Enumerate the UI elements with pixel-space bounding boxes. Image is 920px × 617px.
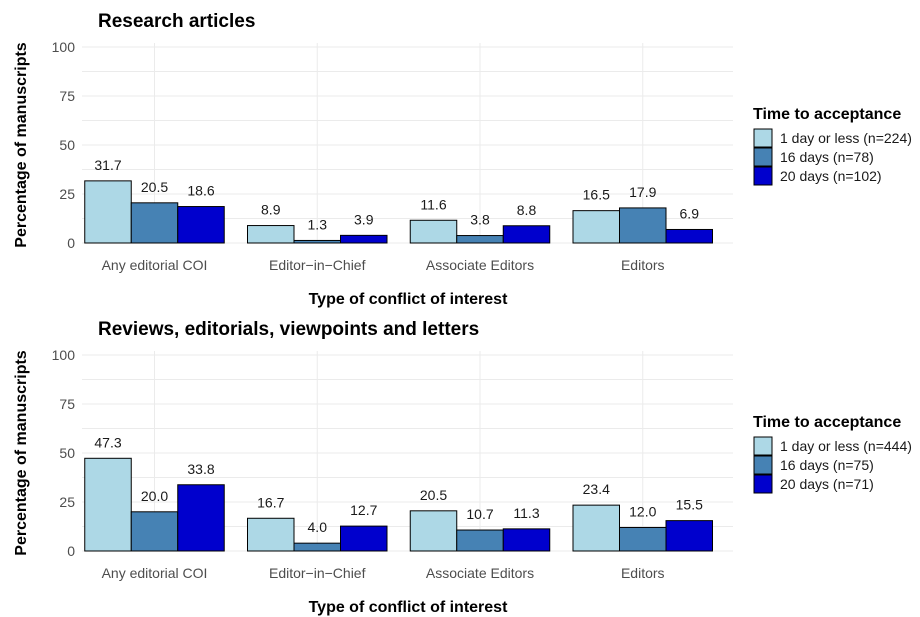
y-tick-label: 50 — [59, 445, 75, 461]
bar — [456, 529, 504, 552]
bar — [293, 542, 341, 552]
x-axis-title: Type of conflict of interest — [309, 291, 509, 308]
y-tick-label: 100 — [52, 347, 76, 363]
data-label: 23.4 — [583, 481, 610, 497]
y-tick-label: 50 — [59, 137, 75, 153]
panel-2: Reviews, editorials, viewpoints and lett… — [13, 319, 912, 616]
data-label: 11.6 — [420, 196, 446, 212]
data-label: 4.0 — [308, 519, 328, 535]
y-tick-label: 100 — [52, 39, 76, 55]
legend: Time to acceptance 1 day or less (n=224) 1… — [753, 106, 912, 186]
legend-entry: 20 days (n=71) — [780, 476, 874, 492]
bar — [340, 234, 388, 244]
data-label: 1.3 — [308, 216, 328, 232]
legend-title: Time to acceptance — [753, 414, 901, 431]
bar — [247, 517, 295, 552]
x-axis-title: Type of conflict of interest — [309, 599, 509, 616]
data-label: 20.0 — [141, 488, 168, 504]
bar — [247, 225, 295, 244]
data-label: 10.7 — [466, 506, 493, 522]
legend-entry: 1 day or less (n=224) — [780, 130, 912, 146]
legend-entry: 20 days (n=102) — [780, 168, 882, 184]
data-label: 8.8 — [517, 202, 537, 218]
y-axis-title: Percentage of manuscripts — [13, 42, 30, 248]
bar — [665, 228, 713, 244]
bar — [130, 202, 179, 244]
data-label: 12.0 — [629, 503, 656, 519]
bar — [456, 235, 504, 244]
y-axis-title: Percentage of manuscripts — [13, 350, 30, 556]
x-tick-label: Editor−in−Chief — [269, 565, 366, 581]
bar — [572, 504, 620, 552]
y-tick-label: 75 — [59, 396, 75, 412]
y-tick-label: 0 — [67, 543, 75, 559]
x-tick-label: Any editorial COI — [102, 565, 208, 581]
data-label: 11.3 — [513, 505, 539, 521]
bar — [130, 511, 179, 552]
legend-key — [753, 147, 773, 167]
chart-title: Research articles — [98, 11, 255, 32]
data-label: 15.5 — [676, 497, 703, 513]
y-tick-label: 25 — [59, 494, 75, 510]
bar — [177, 484, 225, 552]
data-label: 17.9 — [629, 184, 656, 200]
legend-key — [753, 455, 773, 475]
legend-key — [753, 128, 773, 148]
data-label: 33.8 — [187, 461, 214, 477]
legend-entry: 16 days (n=75) — [780, 457, 874, 473]
x-tick-label: Editors — [621, 257, 665, 273]
legend-entry: 1 day or less (n=444) — [780, 438, 912, 454]
data-label: 18.6 — [187, 183, 214, 199]
data-label: 20.5 — [141, 179, 168, 195]
bar — [177, 206, 225, 244]
data-label: 8.9 — [261, 202, 281, 218]
legend-title: Time to acceptance — [753, 106, 901, 123]
chart-title: Reviews, editorials, viewpoints and lett… — [98, 319, 479, 340]
x-tick-label: Any editorial COI — [102, 257, 208, 273]
x-tick-label: Associate Editors — [426, 257, 534, 273]
bar — [409, 510, 458, 552]
data-label: 16.7 — [257, 494, 284, 510]
data-label: 16.5 — [583, 187, 610, 203]
data-label: 6.9 — [680, 205, 700, 221]
data-label: 47.3 — [94, 434, 121, 450]
bar — [502, 528, 551, 552]
y-tick-label: 0 — [67, 235, 75, 251]
bar — [84, 457, 132, 552]
x-tick-label: Editors — [621, 565, 665, 581]
data-label: 12.7 — [350, 502, 377, 518]
x-tick-label: Associate Editors — [426, 565, 534, 581]
bar — [619, 207, 667, 244]
x-tick-label: Editor−in−Chief — [269, 257, 366, 273]
panel-1: Research articles 0 25 50 75 100 Percentage of… — [13, 11, 912, 308]
legend-key — [753, 436, 773, 456]
bar — [340, 525, 388, 552]
data-label: 3.9 — [354, 211, 374, 227]
bar — [572, 210, 620, 244]
data-label: 20.5 — [420, 487, 447, 503]
legend-key — [753, 166, 773, 186]
bar — [502, 225, 551, 244]
bar — [619, 526, 667, 552]
bar — [665, 520, 713, 552]
legend: Time to acceptance 1 day or less (n=444) 1… — [753, 414, 912, 494]
data-label: 3.8 — [470, 212, 490, 228]
data-label: 31.7 — [94, 157, 121, 173]
y-tick-label: 25 — [59, 186, 75, 202]
legend-entry: 16 days (n=78) — [780, 149, 874, 165]
bar — [293, 239, 341, 244]
y-tick-label: 75 — [59, 88, 75, 104]
bar — [84, 180, 132, 244]
bar — [409, 219, 458, 244]
legend-key — [753, 474, 773, 494]
